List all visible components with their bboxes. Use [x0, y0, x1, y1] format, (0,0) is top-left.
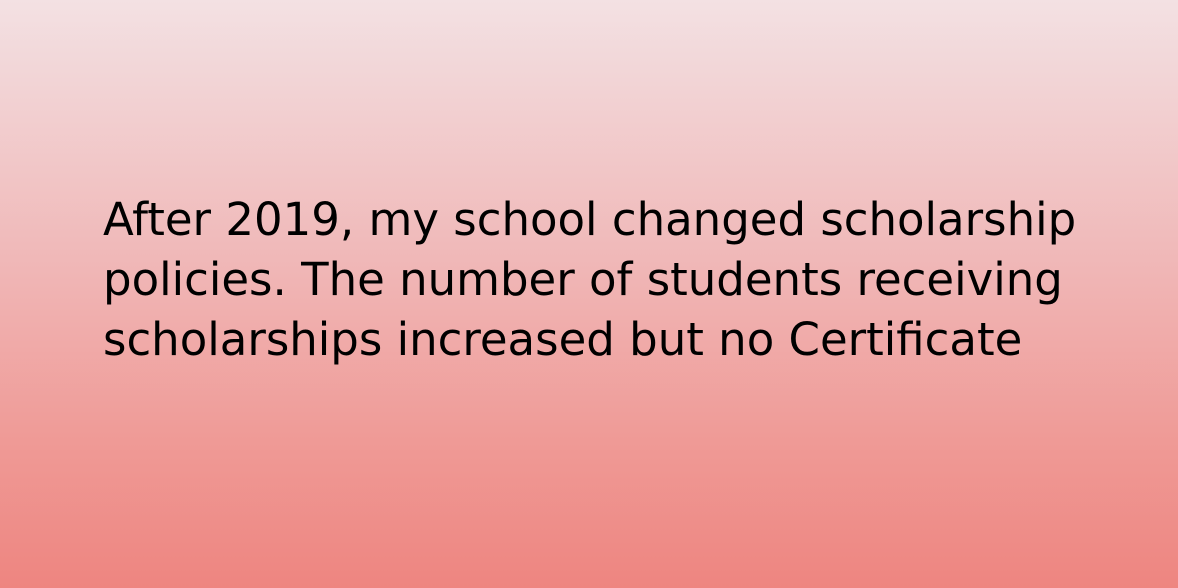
slide-text: After 2019, my school changed scholarshi…	[103, 190, 1143, 370]
slide-text-line-3: scholarships increased but no Certificat…	[103, 313, 1023, 366]
slide-text-line-1: After 2019, my school changed scholarshi…	[103, 193, 1077, 246]
slide-text-line-2: policies. The number of students receivi…	[103, 253, 1063, 306]
